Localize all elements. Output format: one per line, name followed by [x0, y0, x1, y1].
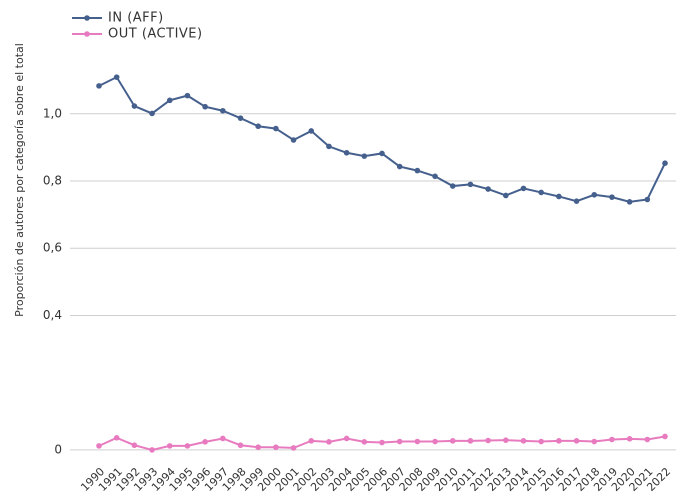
y-tick-label: 0,8	[43, 174, 62, 188]
data-point	[202, 439, 208, 445]
data-point	[644, 196, 651, 203]
data-point	[485, 437, 491, 444]
data-point	[290, 445, 297, 451]
y-tick-label: 1,0	[43, 106, 62, 120]
legend-entry: IN (AFF)	[72, 11, 164, 26]
data-point	[237, 442, 244, 449]
data-point	[255, 123, 261, 130]
data-point	[273, 444, 279, 451]
data-point	[113, 74, 120, 80]
data-point	[449, 438, 456, 444]
data-point	[220, 435, 226, 442]
legend-label: OUT (ACTIVE)	[108, 27, 203, 42]
legend-marker	[84, 31, 90, 37]
data-point	[220, 107, 226, 114]
data-point	[273, 125, 279, 132]
data-point	[591, 438, 598, 445]
data-point	[396, 163, 403, 170]
data-point	[184, 443, 191, 449]
data-point	[503, 192, 509, 199]
y-tick-label: 0	[54, 442, 62, 456]
data-point	[166, 97, 173, 104]
legend-marker	[84, 15, 90, 21]
data-point	[485, 186, 491, 192]
legend-entry: OUT (ACTIVE)	[72, 27, 203, 42]
data-point	[326, 143, 332, 150]
data-point	[662, 433, 668, 440]
data-point	[626, 199, 633, 205]
data-point	[96, 443, 102, 449]
series-line	[98, 75, 666, 203]
data-point	[432, 438, 438, 445]
data-point	[556, 438, 562, 444]
data-point	[255, 444, 261, 451]
data-point	[149, 110, 155, 117]
data-point	[184, 92, 191, 99]
data-point	[609, 194, 615, 200]
y-tick-label: 0,4	[43, 308, 62, 322]
data-point	[449, 183, 456, 189]
data-point	[538, 438, 544, 445]
data-point	[414, 167, 421, 174]
data-point	[503, 437, 509, 443]
data-point	[326, 439, 332, 445]
data-point	[467, 181, 474, 188]
data-point	[113, 435, 120, 441]
data-point	[414, 438, 421, 445]
data-point	[573, 198, 580, 204]
data-point	[308, 438, 315, 444]
data-point	[644, 436, 651, 443]
data-point	[520, 438, 527, 444]
y-axis-label: Proporción de autores por categoría sobr…	[13, 43, 26, 317]
data-point	[591, 191, 598, 198]
data-point	[467, 438, 474, 444]
data-point	[538, 189, 544, 196]
data-point	[96, 83, 102, 89]
data-point	[432, 173, 438, 180]
data-point	[361, 439, 368, 445]
data-point	[573, 438, 580, 444]
data-point	[379, 439, 385, 446]
data-point	[361, 153, 368, 159]
data-point	[343, 435, 350, 442]
data-point	[237, 115, 244, 121]
data-point	[609, 436, 615, 443]
data-point	[343, 149, 350, 156]
y-tick-label: 0,6	[43, 241, 62, 255]
data-point	[131, 442, 138, 449]
data-point	[166, 443, 173, 449]
data-point	[202, 103, 208, 110]
data-point	[308, 128, 315, 134]
data-point	[149, 447, 155, 453]
legend-label: IN (AFF)	[108, 11, 164, 26]
data-point	[662, 160, 668, 166]
data-point	[131, 103, 138, 109]
data-point	[626, 436, 633, 442]
data-point	[520, 185, 527, 192]
data-point	[379, 150, 385, 157]
data-point	[290, 137, 297, 143]
data-point	[396, 438, 403, 445]
data-point	[556, 193, 562, 200]
